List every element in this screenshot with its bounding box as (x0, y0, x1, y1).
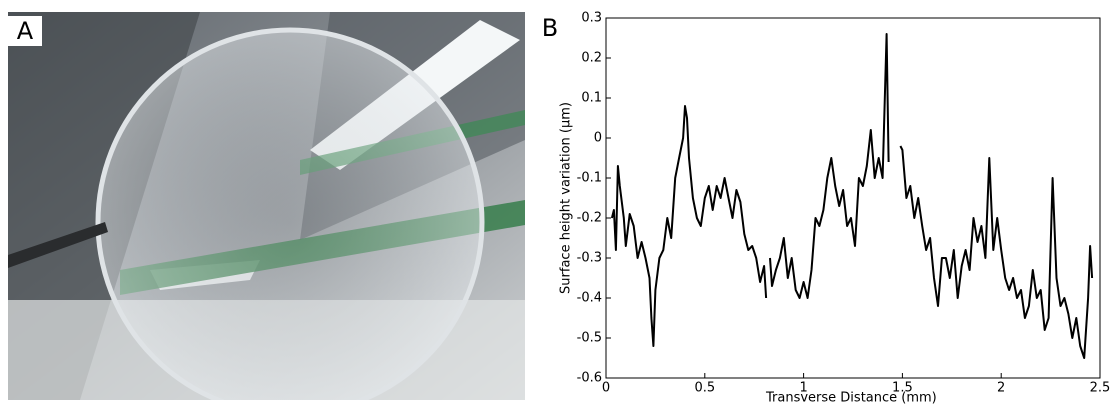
y-tick-label: -0.5 (577, 331, 602, 346)
y-tick-label: 0.2 (581, 51, 602, 66)
y-axis-label: Surface height variation (μm) (559, 102, 574, 294)
x-tick-label: 0.5 (694, 381, 715, 396)
y-tick-label: 0.3 (581, 11, 602, 26)
x-tick-label: 2.5 (1090, 381, 1111, 396)
y-tick-label: -0.4 (577, 291, 602, 306)
x-tick-label: 0 (602, 381, 610, 396)
y-tick-label: -0.3 (577, 251, 602, 266)
y-tick-label: -0.2 (577, 211, 602, 226)
panel-label: A (17, 17, 34, 45)
x-axis-label: Transverse Distance (mm) (765, 391, 937, 406)
x-tick-label: 2 (997, 381, 1005, 396)
x-tick-label: 1 (799, 381, 807, 396)
photo (8, 12, 525, 400)
y-tick-label: 0 (594, 131, 602, 146)
y-tick-label: -0.6 (577, 371, 602, 386)
plot-frame (605, 17, 1101, 379)
x-tick-label: 1.5 (892, 381, 913, 396)
y-tick-label: -0.1 (577, 171, 602, 186)
y-tick-label: 0.1 (581, 91, 602, 106)
panel-label: B (542, 14, 558, 42)
data-line (610, 33, 1094, 359)
